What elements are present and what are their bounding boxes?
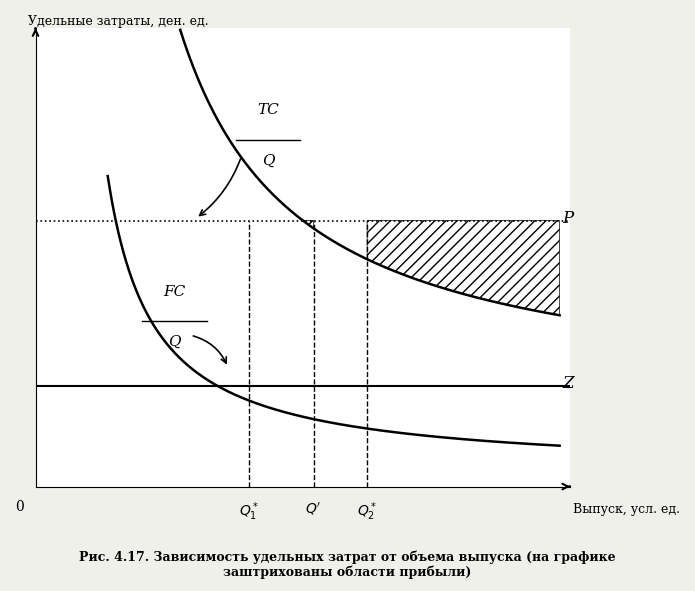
Text: Z: Z <box>562 375 574 392</box>
Text: $Q^*_2$: $Q^*_2$ <box>357 501 377 523</box>
Text: P: P <box>562 210 573 227</box>
Text: Q: Q <box>168 335 181 349</box>
Text: $Q^*_1$: $Q^*_1$ <box>239 501 259 523</box>
Text: Удельные затраты, ден. ед.: Удельные затраты, ден. ед. <box>28 15 208 28</box>
Text: 0: 0 <box>15 501 24 514</box>
Text: Рис. 4.17. Зависимость удельных затрат от объема выпуска (на графике
заштрихован: Рис. 4.17. Зависимость удельных затрат о… <box>79 550 616 579</box>
Text: FC: FC <box>163 284 186 298</box>
Text: Q: Q <box>262 154 275 168</box>
Text: TC: TC <box>257 103 279 118</box>
Text: Выпуск, усл. ед.: Выпуск, усл. ед. <box>573 502 680 515</box>
Text: $Q'$: $Q'$ <box>305 501 322 517</box>
